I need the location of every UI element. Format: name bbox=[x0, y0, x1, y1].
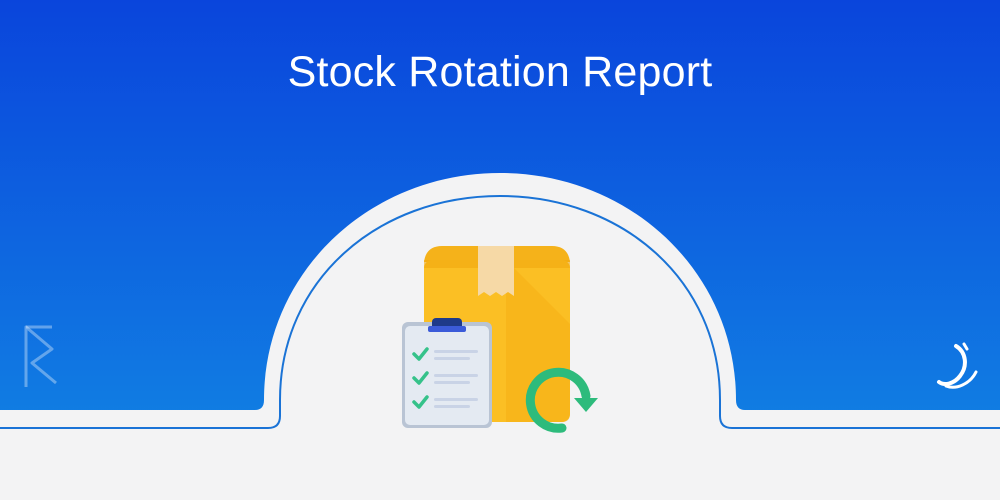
brand-mark-left-icon bbox=[24, 325, 57, 387]
clipboard-checklist-icon bbox=[402, 318, 492, 428]
stock-rotation-illustration bbox=[402, 246, 598, 433]
brand-mark-right-icon bbox=[937, 342, 978, 389]
arch-outline bbox=[0, 194, 1000, 429]
page-title: Stock Rotation Report bbox=[287, 48, 713, 96]
rotation-arrow-icon bbox=[525, 367, 598, 433]
